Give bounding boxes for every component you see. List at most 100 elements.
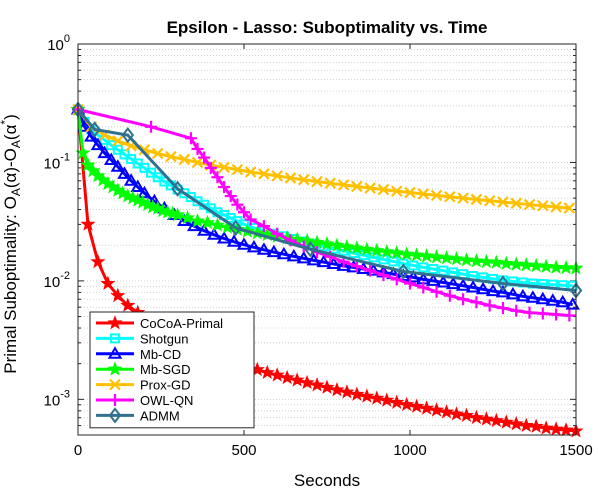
legend-label-cocoa-primal: CoCoA-Primal — [140, 316, 223, 331]
data-point-owl-qn — [417, 281, 430, 294]
data-point-cocoa-primal — [429, 402, 445, 417]
y-axis-label: Primal Suboptimality: OA(α)-OA(α*) — [0, 114, 23, 374]
data-point-cocoa-primal — [438, 404, 455, 419]
data-point-cocoa-primal — [349, 386, 365, 401]
data-point-mb-sgd — [389, 245, 405, 260]
legend-marker-prox-gd — [109, 378, 121, 391]
data-point-admm — [171, 180, 184, 197]
legend-marker-shotgun — [110, 333, 120, 344]
legend-marker-mb-cd — [107, 346, 123, 359]
data-point-mb-sgd — [369, 242, 385, 258]
data-point-cocoa-primal — [538, 420, 554, 435]
data-point-mb-sgd — [319, 236, 335, 251]
data-point-mb-cd — [555, 294, 570, 308]
data-point-owl-qn — [536, 307, 549, 320]
data-point-mb-cd — [256, 242, 272, 255]
data-point-prox-gd — [390, 185, 403, 197]
data-point-owl-qn — [496, 302, 509, 315]
data-point-mb-cd — [445, 276, 461, 290]
data-point-cocoa-primal — [90, 253, 106, 269]
data-point-mb-cd — [525, 290, 541, 303]
data-point-owl-qn — [390, 273, 403, 286]
legend-marker-owl-qn — [109, 394, 121, 406]
data-point-mb-cd — [485, 283, 501, 297]
series-line-admm — [76, 108, 577, 292]
data-point-mb-cd — [266, 244, 282, 258]
data-point-owl-qn — [224, 190, 237, 203]
data-point-mb-cd — [475, 281, 491, 295]
data-point-prox-gd — [523, 198, 536, 211]
data-point-prox-gd — [497, 196, 509, 208]
data-point-cocoa-primal — [409, 398, 425, 413]
data-point-prox-gd — [191, 156, 204, 169]
series-line-prox-gd — [76, 108, 570, 210]
data-point-mb-cd — [545, 293, 560, 306]
data-point-mb-cd — [495, 284, 511, 298]
data-point-cocoa-primal — [110, 287, 126, 303]
series-line-mb-cd — [76, 108, 574, 307]
x-axis-ticks: 0 500 1000 1500 — [74, 44, 593, 459]
data-point-owl-qn — [457, 293, 470, 306]
data-point-owl-qn — [191, 142, 204, 155]
y-tick-label: 10-1 — [44, 151, 70, 172]
data-point-mb-sgd — [468, 253, 484, 268]
series-layer — [70, 101, 584, 438]
data-point-cocoa-primal — [289, 372, 305, 387]
data-point-mb-cd — [137, 185, 152, 199]
data-point-prox-gd — [297, 173, 310, 186]
series-mb-cd — [70, 101, 580, 310]
data-point-prox-gd — [470, 193, 483, 206]
data-point-mb-sgd — [409, 247, 425, 262]
data-point-cocoa-primal — [478, 411, 494, 426]
data-point-mb-cd — [123, 173, 139, 186]
data-point-mb-cd — [103, 152, 119, 165]
plot-frame — [77, 43, 577, 436]
data-point-owl-qn — [204, 161, 217, 174]
data-point-owl-qn — [231, 198, 244, 211]
data-point-cocoa-primal — [528, 418, 544, 433]
data-point-shotgun — [418, 262, 429, 273]
legend-label-mb-sgd: Mb-SGD — [140, 362, 191, 377]
data-point-mb-cd — [206, 227, 222, 240]
data-point-mb-sgd — [448, 251, 465, 266]
data-point-mb-sgd — [458, 252, 474, 267]
data-point-shotgun — [438, 265, 449, 276]
data-point-cocoa-primal — [379, 392, 395, 407]
data-point-prox-gd — [351, 180, 363, 193]
data-point-owl-qn — [218, 181, 231, 194]
data-point-mb-sgd — [478, 253, 494, 269]
data-point-mb-cd — [77, 119, 92, 132]
legend-box — [89, 311, 255, 429]
data-point-mb-cd — [196, 223, 212, 236]
data-point-mb-cd — [565, 297, 580, 310]
data-point-admm — [397, 263, 410, 280]
data-point-mb-sgd — [339, 238, 355, 254]
data-point-mb-cd — [435, 274, 451, 288]
data-point-cocoa-primal — [369, 390, 385, 405]
legend-marker-admm — [108, 407, 122, 424]
data-point-cocoa-primal — [279, 369, 295, 385]
data-point-mb-sgd — [329, 237, 345, 252]
y-axis-ticks: 10-3 10-2 10-1 100 — [44, 33, 70, 409]
y-tick-label: 10-2 — [44, 270, 70, 291]
data-point-owl-qn — [271, 227, 284, 240]
x-tick-label: 500 — [231, 442, 256, 459]
data-point-mb-cd — [326, 256, 341, 269]
data-point-cocoa-primal — [558, 422, 574, 437]
data-point-cocoa-primal — [548, 421, 564, 436]
data-point-cocoa-primal — [419, 400, 435, 415]
data-point-mb-sgd — [180, 210, 196, 225]
data-point-mb-cd — [406, 269, 421, 283]
data-point-mb-sgd — [528, 257, 544, 273]
data-point-mb-cd — [117, 166, 132, 179]
data-point-mb-cd — [276, 246, 292, 260]
data-point-admm — [121, 127, 135, 144]
data-point-prox-gd — [337, 179, 350, 191]
data-point-cocoa-primal — [80, 216, 96, 231]
data-point-prox-gd — [457, 192, 469, 204]
data-point-cocoa-primal — [389, 394, 405, 409]
data-point-cocoa-primal — [329, 382, 345, 397]
data-point-mb-sgd — [399, 246, 415, 261]
y-tick-label: 10-3 — [44, 388, 70, 409]
data-point-mb-sgd — [80, 157, 96, 172]
